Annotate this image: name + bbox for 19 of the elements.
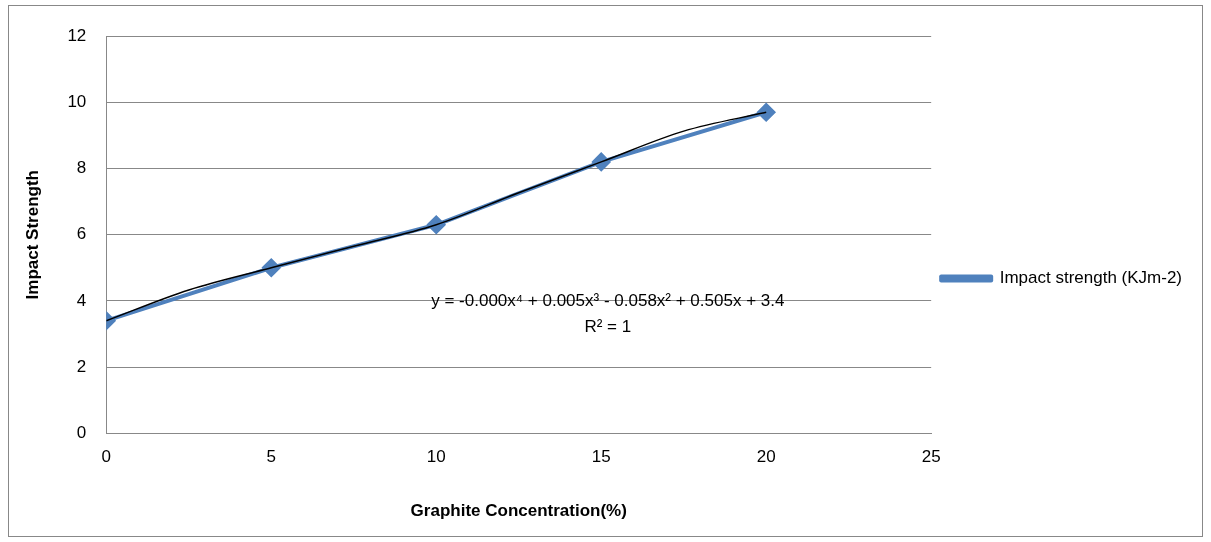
x-tick-label: 25: [921, 447, 941, 467]
y-tick-label: 6: [76, 224, 87, 244]
x-tick-label: 5: [266, 447, 277, 467]
y-tick-label: 12: [67, 25, 87, 45]
annotation: R² = 1: [584, 317, 632, 337]
y-tick-label: 2: [76, 356, 87, 376]
x-tick-label: 0: [101, 447, 112, 467]
x-axis-title: Graphite Concentration(%): [410, 501, 627, 521]
legend-label: Impact strength (KJm-2): [999, 268, 1182, 288]
y-tick-label: 8: [76, 158, 87, 178]
x-tick-label: 20: [756, 447, 776, 467]
y-tick-label: 0: [76, 422, 87, 442]
x-tick-label: 15: [591, 447, 611, 467]
y-axis-title: Impact Strength: [22, 170, 42, 300]
y-tick-label: 4: [76, 290, 87, 310]
point: [757, 103, 776, 122]
annotation: y = -0.000x⁴ + 0.005x³ - 0.058x² + 0.505x + 3.4: [431, 291, 785, 311]
y-tick-label: 10: [67, 92, 87, 112]
x-tick-label: 10: [426, 447, 446, 467]
